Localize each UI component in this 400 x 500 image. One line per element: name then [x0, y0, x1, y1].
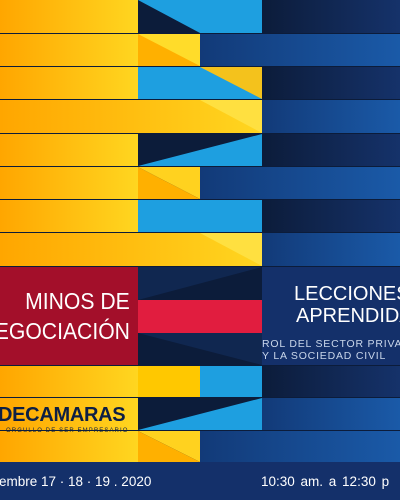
stripe-row-7 [0, 200, 400, 232]
stripe-row-5 [0, 134, 400, 166]
lessons-subtitle: ROL DEL SECTOR PRIVA Y LA SOCIEDAD CIVIL [262, 338, 400, 362]
event-title-line-2: EGOCIACIÓN [0, 318, 130, 344]
stripe-row-11 [0, 431, 400, 462]
stripe-row-4 [0, 100, 400, 133]
footer-bar [0, 462, 400, 500]
stripe-row-2 [0, 34, 400, 66]
title-band [138, 267, 400, 365]
stripe-row-9 [0, 366, 400, 397]
brand-name: DECAMARAS [0, 404, 126, 426]
stripe-row-6 [0, 167, 400, 199]
brand-tagline: ORGULLO DE SER EMPRESARIO [6, 428, 129, 434]
stripe-row-1 [0, 0, 400, 33]
brand-logo: DECAMARAS ORGULLO DE SER EMPRESARIO [0, 398, 138, 440]
stripe-row-3 [0, 67, 400, 99]
lessons-subtitle-line-1: ROL DEL SECTOR PRIVA [262, 338, 400, 350]
lessons-title-line-1: LECCIONES [294, 283, 400, 305]
event-title-line-1: MINOS DE [25, 288, 130, 314]
event-time: 10:30 am. a 12:30 p [261, 474, 390, 489]
stripe-row-8 [0, 233, 400, 266]
stripe-separators [0, 33, 400, 431]
lessons-subtitle-line-2: Y LA SOCIEDAD CIVIL [262, 350, 387, 362]
stripe-row-10 [0, 398, 400, 430]
event-title-block: MINOS DE EGOCIACIÓN [0, 267, 138, 365]
lessons-title-line-2: APRENDIDA [296, 305, 400, 327]
lessons-heading: LECCIONES APRENDIDA [262, 283, 400, 327]
event-dates: iembre 17 · 18 · 19 . 2020 [0, 474, 152, 489]
